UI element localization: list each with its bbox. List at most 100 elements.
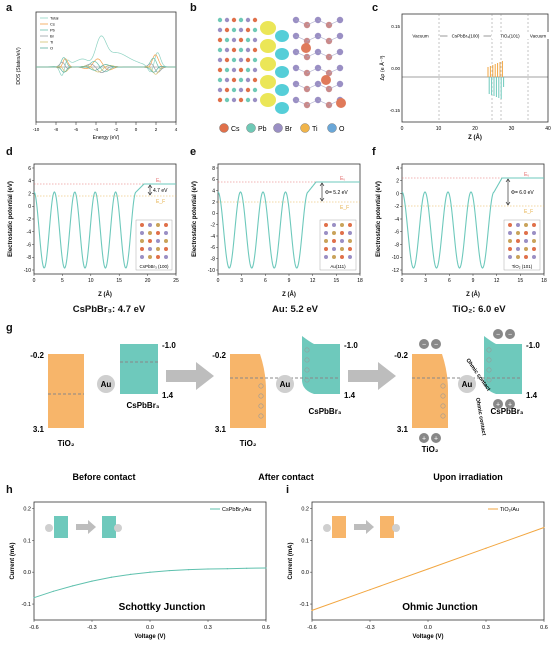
atom [252, 87, 258, 93]
atom [224, 87, 230, 93]
inset-atom [348, 239, 352, 243]
inset-atom [164, 247, 168, 251]
ytick-label: 4 [212, 188, 215, 194]
atom [238, 27, 244, 33]
legend-label: CsPbBr₃/Au [222, 507, 251, 513]
cspbbr3-top-value: -1.0 [162, 341, 176, 350]
panel-c-xtick-label: 0 [401, 126, 404, 132]
atom [314, 32, 322, 40]
ytick-label: 2 [396, 179, 399, 185]
region-label: CsPbBr₃(100) [452, 34, 480, 39]
ytick-label: 4 [28, 179, 31, 185]
xtick-label: 0.3 [204, 625, 212, 631]
ytick-label: -4 [395, 217, 400, 223]
panel-letter-b: b [190, 2, 197, 14]
ytick-label: -4 [27, 230, 32, 236]
panel-a-xtick-label: 2 [155, 127, 158, 132]
atom [231, 37, 237, 43]
cspbbr3-label: CsPbBr₃ [126, 401, 159, 410]
inset-atom [532, 255, 536, 259]
panel-h-chart: -0.6 -0.3 0.0 0.3 0.6 0.2 0.1 0.0 -0.1 Current (m… [10, 501, 270, 640]
ytick-label: 6 [28, 166, 31, 172]
atom [231, 17, 237, 23]
panel-letter-h: h [6, 484, 13, 496]
ytick-label: -8 [395, 242, 400, 248]
inset-atom [516, 255, 520, 259]
ytick-label: 0 [396, 191, 399, 197]
inset-arrow [76, 520, 96, 534]
svg-text:−: − [422, 342, 426, 349]
svg-text:−: − [508, 332, 512, 339]
vacuum-level-label: Eᵥ [340, 176, 345, 182]
panel-c-xtick-label: 30 [509, 126, 515, 132]
iv-point [149, 571, 151, 573]
process-arrow [348, 362, 396, 390]
ohmic-contact-label: Ohmic contact [474, 397, 487, 436]
inset-atom [156, 247, 160, 251]
inset-atom [332, 239, 336, 243]
ylabel: Electrostatic potential (eV) [8, 181, 14, 257]
iv-point [369, 589, 371, 591]
panel-c-xtick-label: 20 [472, 126, 478, 132]
atom [217, 17, 223, 23]
atom [224, 67, 230, 73]
iv-point [207, 568, 209, 570]
atom [238, 77, 244, 83]
interface-charge [486, 347, 492, 353]
inset-atom [532, 223, 536, 227]
atom [245, 57, 251, 63]
ytick-label: 0.0 [23, 570, 31, 576]
inset-atom [516, 239, 520, 243]
inset-atom [164, 239, 168, 243]
inset-atom [148, 247, 152, 251]
inset-atom [532, 231, 536, 235]
interface-charge [486, 367, 492, 373]
xlabel: Z (Å) [466, 291, 480, 298]
atom [245, 87, 251, 93]
hole-marker [493, 399, 503, 409]
inset-atom [324, 255, 328, 259]
hole-marker [419, 433, 429, 443]
panel-a-xtick-label: 0 [135, 127, 138, 132]
potential-curve [217, 181, 360, 269]
inset-band-block [332, 516, 346, 538]
inset-atom [332, 231, 336, 235]
xtick-label: -0.3 [87, 625, 96, 631]
inset-atom [140, 247, 144, 251]
atom [217, 87, 223, 93]
ytick-label: -6 [395, 230, 400, 236]
atom [252, 47, 258, 53]
xtick-label: 18 [357, 278, 363, 284]
interface-charge [486, 357, 492, 363]
xtick-label: 15 [334, 278, 340, 284]
panel-a-xlabel: Energy (eV) [93, 135, 120, 141]
tio2-band-block [48, 354, 84, 428]
inset-arrow [354, 520, 374, 534]
ytick-label: -2 [27, 217, 32, 223]
interface-charge [258, 403, 264, 409]
charge-depletion [275, 48, 289, 60]
ytick-label: 2 [212, 200, 215, 206]
ytick-label: 8 [212, 166, 215, 172]
iv-point [168, 569, 170, 572]
tio2-band-block [230, 354, 266, 428]
ytick-label: -10 [24, 268, 31, 274]
tio2-top-value: -0.2 [394, 351, 408, 360]
inset-atom [164, 231, 168, 235]
panel-c-xlabel: Z (Å) [468, 134, 482, 141]
xlabel: Z (Å) [282, 291, 296, 298]
junction-title: Schottky Junction [119, 602, 206, 613]
panel-a-dos-curve [36, 61, 176, 73]
region-label: Vacuum [412, 34, 428, 39]
xtick-label: 0.0 [146, 625, 154, 631]
inset-atom [140, 239, 144, 243]
atom [238, 67, 244, 73]
iv-point [110, 576, 112, 578]
panel-b-legend: Cs Pb Br Ti O [219, 123, 345, 133]
iv-point [427, 568, 429, 570]
iv-point [246, 567, 248, 569]
ylabel: Electrostatic potential (eV) [192, 181, 198, 257]
inset-atom [156, 231, 160, 235]
panel-c-ytick-label: 0.15 [391, 24, 400, 29]
atom [224, 27, 230, 33]
